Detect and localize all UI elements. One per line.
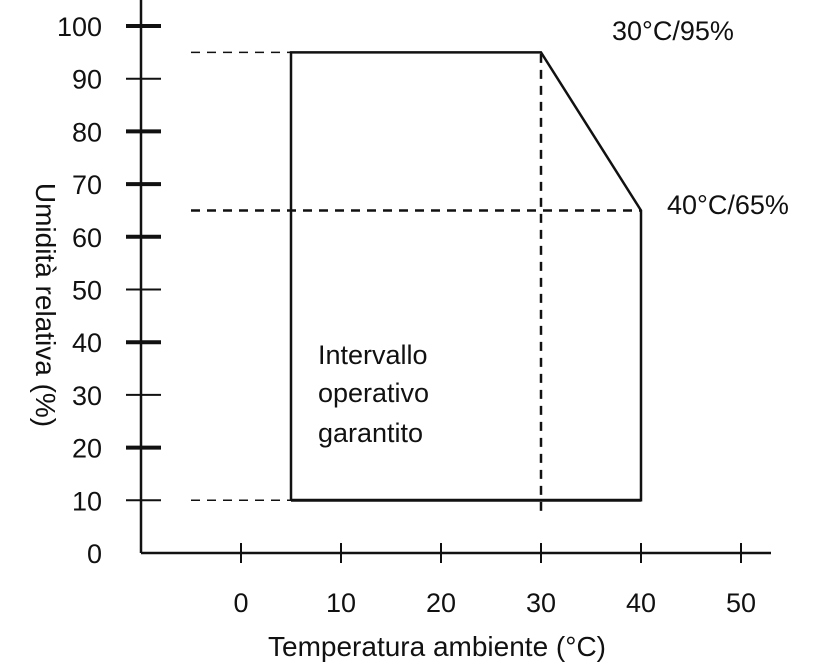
y-tick-label-70: 70 bbox=[72, 170, 102, 200]
x-tick-label-30: 30 bbox=[526, 588, 556, 618]
x-tick-label-40: 40 bbox=[626, 588, 656, 618]
reference-lines bbox=[191, 51, 641, 511]
x-tick-label-10: 10 bbox=[326, 588, 356, 618]
y-tick-label-20: 20 bbox=[72, 434, 102, 464]
series-layer bbox=[289, 51, 643, 502]
y-tick-label-90: 90 bbox=[72, 65, 102, 95]
y-tick-label-80: 80 bbox=[72, 117, 102, 147]
region-label-line-2: operativo bbox=[318, 378, 429, 408]
region-label-line-1: Intervallo bbox=[318, 340, 428, 370]
x-tick-label-50: 50 bbox=[726, 588, 756, 618]
y-tick-label-0: 0 bbox=[87, 539, 102, 569]
axes bbox=[126, 0, 771, 563]
y-axis-title: Umidità relativa (%) bbox=[30, 183, 61, 427]
y-tick-label-60: 60 bbox=[72, 223, 102, 253]
x-axis-title: Temperatura ambiente (°C) bbox=[268, 631, 606, 662]
x-tick-label-20: 20 bbox=[426, 588, 456, 618]
y-tick-label-50: 50 bbox=[72, 276, 102, 306]
tick-labels: 0 10 20 30 40 50 60 70 80 90 100 0 10 20 30 40 50 bbox=[57, 12, 756, 618]
y-tick-label-100: 100 bbox=[57, 12, 102, 42]
region-label-line-3: garantito bbox=[318, 418, 423, 448]
y-tick-label-40: 40 bbox=[72, 328, 102, 358]
annotation-40c-65: 40°C/65% bbox=[667, 190, 789, 220]
annotation-30c-95: 30°C/95% bbox=[612, 16, 734, 46]
x-tick-label-0: 0 bbox=[233, 588, 248, 618]
y-tick-label-10: 10 bbox=[72, 486, 102, 516]
y-tick-label-30: 30 bbox=[72, 381, 102, 411]
